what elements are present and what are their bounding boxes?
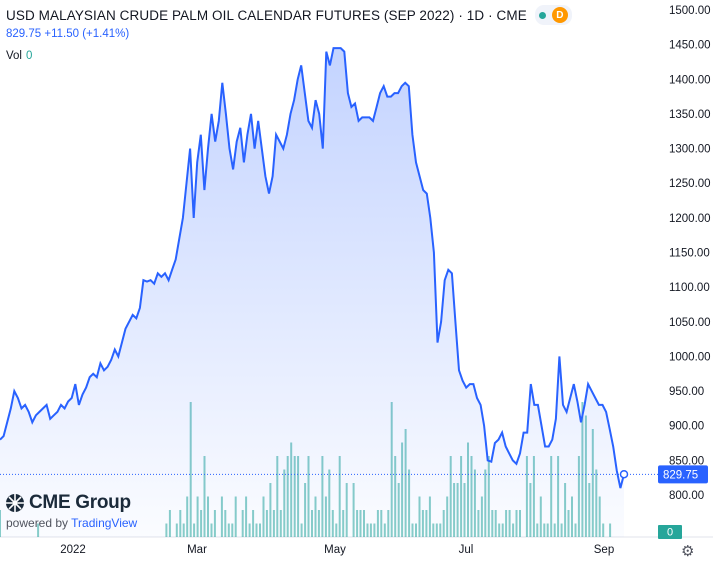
volume-legend[interactable]: Vol 0 <box>6 50 32 62</box>
powered-by-text: powered by <box>6 516 69 530</box>
price-tick-label: 1250.00 <box>669 178 711 190</box>
price-tick-label: 1150.00 <box>669 248 710 260</box>
last-price-text: 829.75 <box>663 469 698 481</box>
delayed-data-badge[interactable]: D <box>551 7 568 23</box>
status-badges[interactable]: D <box>534 5 572 25</box>
price-tick-label: 1350.00 <box>669 109 711 121</box>
volume-legend-label: Vol <box>6 50 22 62</box>
price-tick-label: 800.00 <box>669 490 704 502</box>
price-tick-label: 1200.00 <box>669 213 711 225</box>
price-change-line: 829.75 +11.50 (+1.41%) <box>6 28 130 40</box>
powered-by-tradingview[interactable]: powered by TradingView <box>6 516 137 530</box>
symbol-title[interactable]: USD MALAYSIAN CRUDE PALM OIL CALENDAR FU… <box>6 7 527 23</box>
price-tick-label: 1500.00 <box>669 5 711 17</box>
price-line <box>0 47 625 489</box>
price-tick-label: 1450.00 <box>669 40 711 52</box>
price-tick-label: 1050.00 <box>669 317 711 329</box>
volume-value-text: 0 <box>667 527 673 539</box>
price-tick-label: 900.00 <box>669 421 704 433</box>
volume-label: 0 <box>658 525 682 539</box>
price-tick-label: 1000.00 <box>669 351 711 363</box>
cme-globe-icon <box>6 494 24 512</box>
last-price-marker <box>619 469 629 479</box>
time-tick-label: Mar <box>187 544 207 556</box>
gear-icon[interactable]: ⚙ <box>681 543 695 560</box>
cme-group-logo-text: CME Group <box>29 492 131 513</box>
price-axis[interactable]: 800.00 850.00 900.00 950.00 1000.00 1050.00 11… <box>669 5 711 502</box>
time-tick-label: Sep <box>594 544 614 556</box>
price-tick-label: 950.00 <box>669 386 704 398</box>
time-axis[interactable]: 2022 Mar May Jul Sep <box>60 544 614 556</box>
volume-legend-value: 0 <box>26 50 33 62</box>
price-area <box>0 48 624 537</box>
price-tick-label: 1300.00 <box>669 144 711 156</box>
time-tick-label: 2022 <box>60 544 86 556</box>
cme-group-logo[interactable]: CME Group <box>5 492 131 514</box>
time-tick-label: May <box>324 544 346 556</box>
price-tick-label: 1100.00 <box>669 282 710 294</box>
price-tick-label: 850.00 <box>669 455 704 467</box>
market-status-dot <box>538 11 546 19</box>
chart-header: USD MALAYSIAN CRUDE PALM OIL CALENDAR FU… <box>6 5 572 25</box>
price-tick-label: 1400.00 <box>669 74 711 86</box>
last-price-label: 829.75 <box>658 465 708 484</box>
time-tick-label: Jul <box>459 544 474 556</box>
tradingview-link[interactable]: TradingView <box>71 516 138 530</box>
